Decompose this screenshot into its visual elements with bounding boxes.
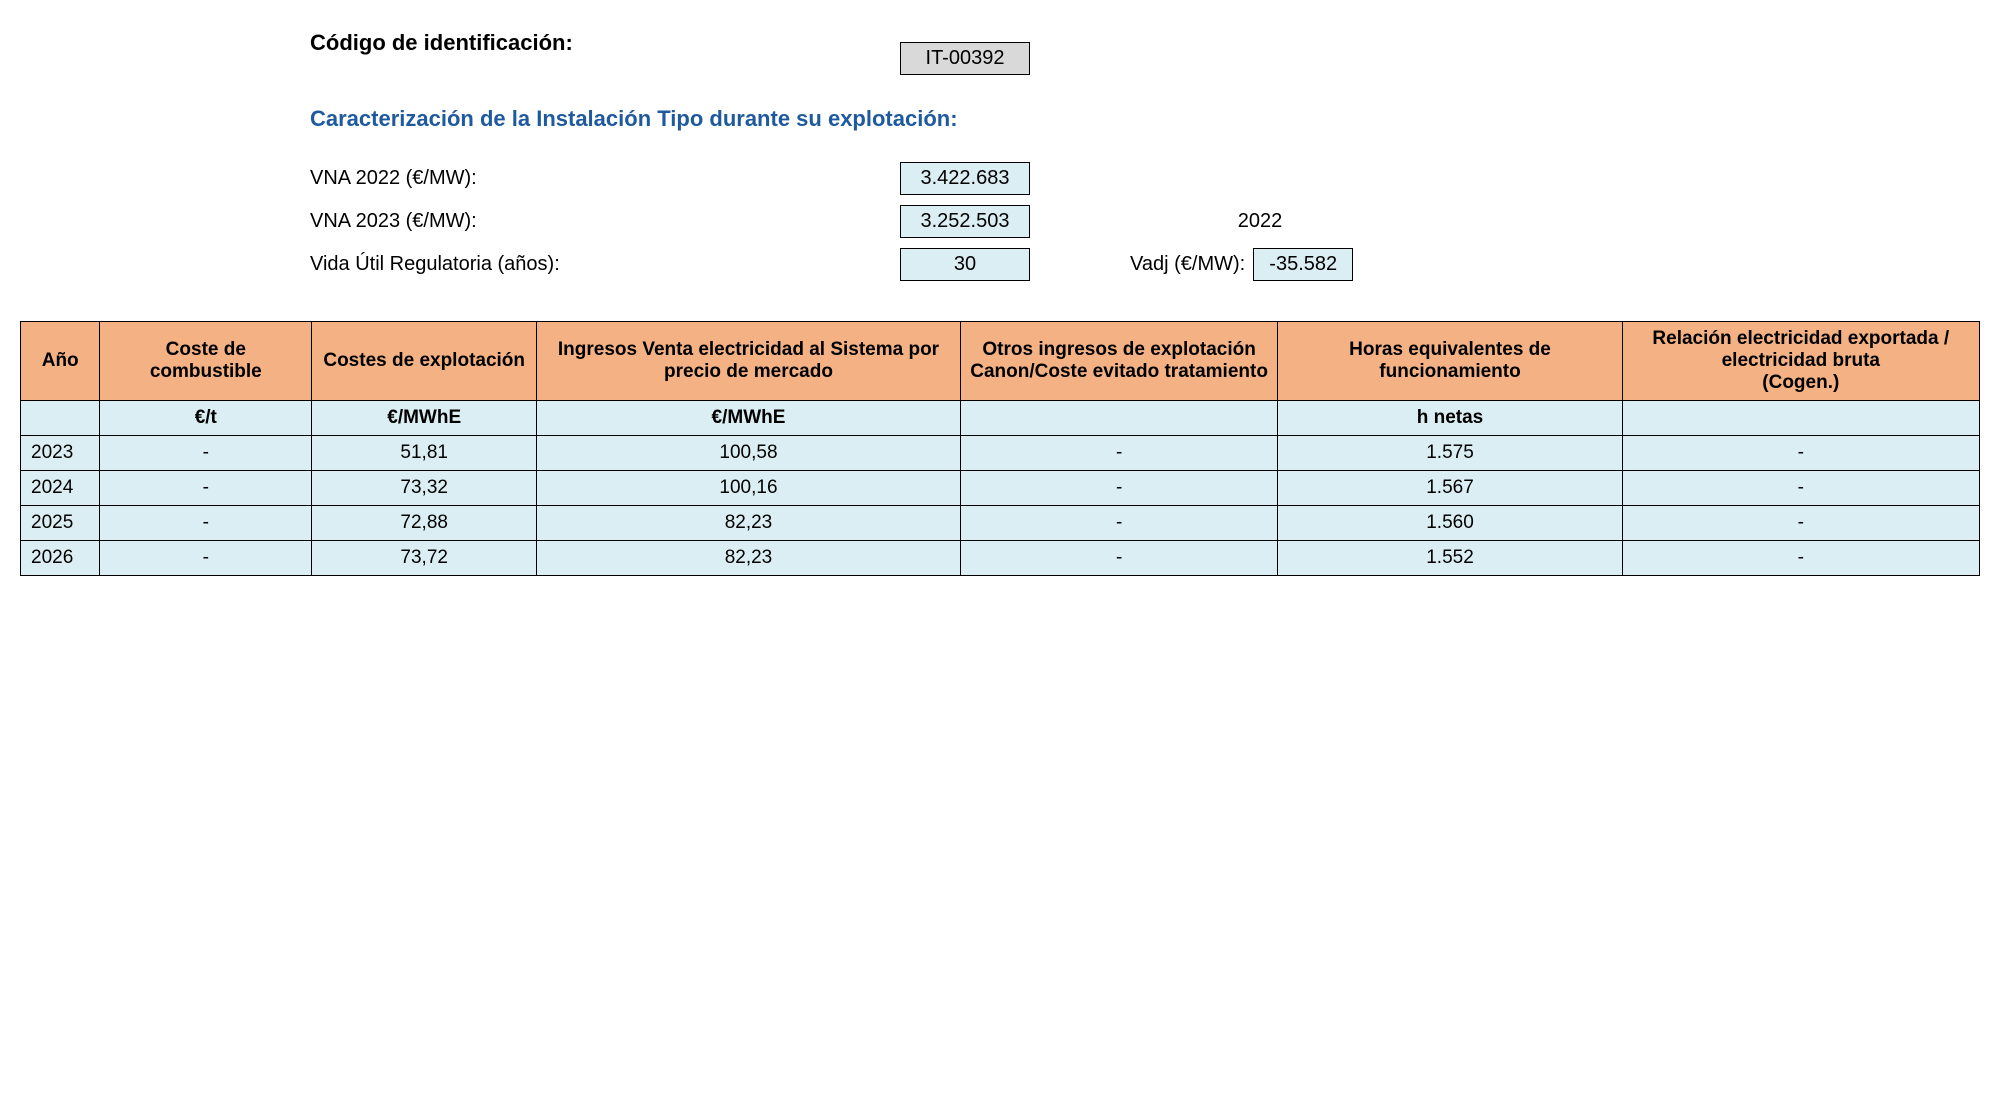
vadj-value: -35.582 — [1253, 248, 1353, 281]
cell: 2024 — [21, 471, 100, 506]
cell: - — [1622, 541, 1979, 576]
header-section: Código de identificación: IT-00392 Carac… — [310, 30, 1980, 281]
cell: 100,58 — [537, 436, 961, 471]
table-row: 2025 - 72,88 82,23 - 1.560 - — [21, 506, 1980, 541]
cell: 73,72 — [312, 541, 537, 576]
cell: - — [1622, 471, 1979, 506]
unit-cell: h netas — [1278, 401, 1622, 436]
caracterizacion-heading: Caracterización de la Instalación Tipo d… — [310, 106, 1980, 132]
unit-cell: €/MWhE — [537, 401, 961, 436]
side-year: 2022 — [1210, 210, 1310, 233]
cell: - — [100, 471, 312, 506]
cell: 51,81 — [312, 436, 537, 471]
vna2023-value: 3.252.503 — [900, 205, 1030, 238]
cell: - — [1622, 436, 1979, 471]
unit-cell: €/MWhE — [312, 401, 537, 436]
cell: 82,23 — [537, 506, 961, 541]
codigo-label: Código de identificación: — [310, 30, 900, 56]
cell: 1.575 — [1278, 436, 1622, 471]
unit-cell — [1622, 401, 1979, 436]
cell: - — [100, 541, 312, 576]
cell: - — [960, 506, 1278, 541]
cell: 2023 — [21, 436, 100, 471]
units-row: €/t €/MWhE €/MWhE h netas — [21, 401, 1980, 436]
cell: 73,32 — [312, 471, 537, 506]
vida-label: Vida Útil Regulatoria (años): — [310, 253, 900, 276]
cell: 2026 — [21, 541, 100, 576]
vida-value: 30 — [900, 248, 1030, 281]
vna2022-label: VNA 2022 (€/MW): — [310, 167, 900, 190]
cell: - — [100, 436, 312, 471]
unit-cell: €/t — [100, 401, 312, 436]
cell: 72,88 — [312, 506, 537, 541]
cell: - — [100, 506, 312, 541]
cell: 100,16 — [537, 471, 961, 506]
unit-cell — [960, 401, 1278, 436]
cell: - — [960, 471, 1278, 506]
col-header: Relación electricidad exportada / electr… — [1622, 322, 1979, 401]
codigo-value: IT-00392 — [900, 42, 1030, 75]
col-header: Costes de explotación — [312, 322, 537, 401]
col-header: Ingresos Venta electricidad al Sistema p… — [537, 322, 961, 401]
cell: - — [1622, 506, 1979, 541]
unit-cell — [21, 401, 100, 436]
vna2022-value: 3.422.683 — [900, 162, 1030, 195]
cell: - — [960, 541, 1278, 576]
vna2023-label: VNA 2023 (€/MW): — [310, 210, 900, 233]
table-row: 2023 - 51,81 100,58 - 1.575 - — [21, 436, 1980, 471]
cell: 82,23 — [537, 541, 961, 576]
vadj-label: Vadj (€/MW): — [1130, 253, 1245, 276]
cell: 2025 — [21, 506, 100, 541]
col-header: Horas equivalentes de funcionamiento — [1278, 322, 1622, 401]
table-row: 2024 - 73,32 100,16 - 1.567 - — [21, 471, 1980, 506]
cell: 1.552 — [1278, 541, 1622, 576]
cell: - — [960, 436, 1278, 471]
col-header: Coste de combustible — [100, 322, 312, 401]
cell: 1.560 — [1278, 506, 1622, 541]
data-table: Año Coste de combustible Costes de explo… — [20, 321, 1980, 576]
table-row: 2026 - 73,72 82,23 - 1.552 - — [21, 541, 1980, 576]
cell: 1.567 — [1278, 471, 1622, 506]
col-header: Otros ingresos de explotación Canon/Cost… — [960, 322, 1278, 401]
table-header-row: Año Coste de combustible Costes de explo… — [21, 322, 1980, 401]
col-header: Año — [21, 322, 100, 401]
